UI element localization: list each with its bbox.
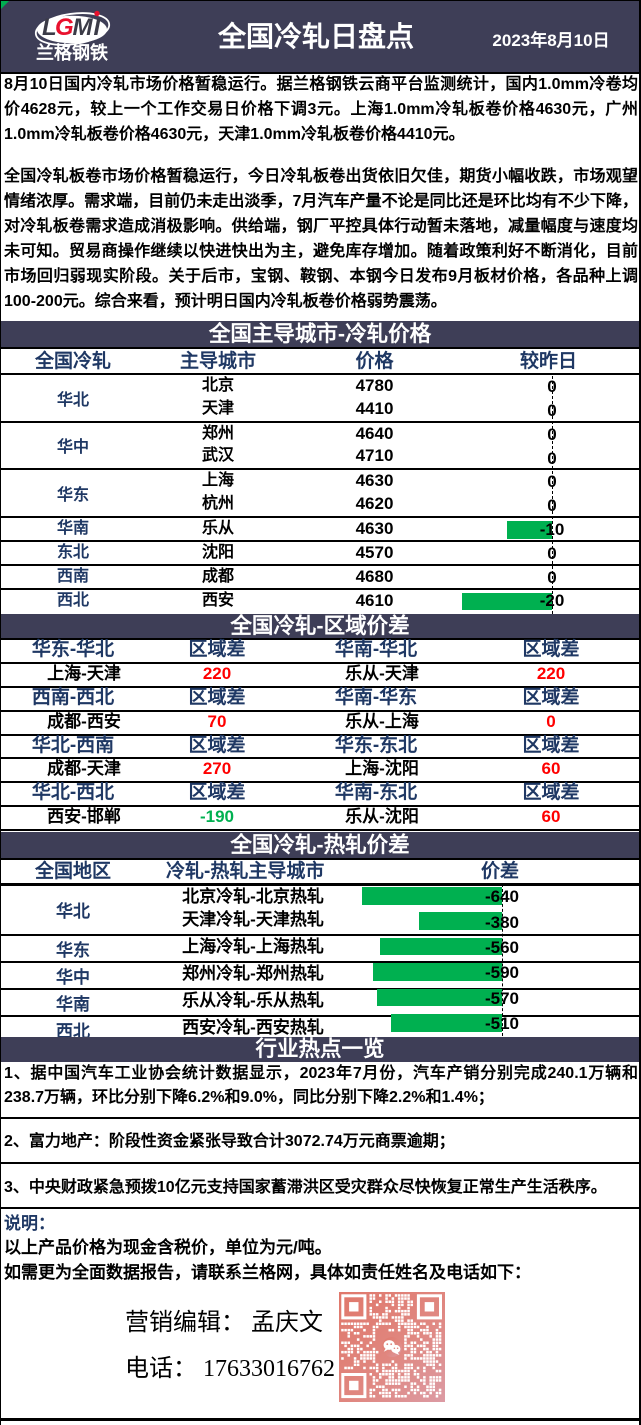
- svg-text:I: I: [94, 14, 102, 41]
- svg-text:M: M: [73, 14, 94, 41]
- svg-text:G: G: [55, 14, 74, 41]
- svg-text:兰格钢铁: 兰格钢铁: [36, 42, 108, 63]
- svg-text:L: L: [42, 14, 57, 41]
